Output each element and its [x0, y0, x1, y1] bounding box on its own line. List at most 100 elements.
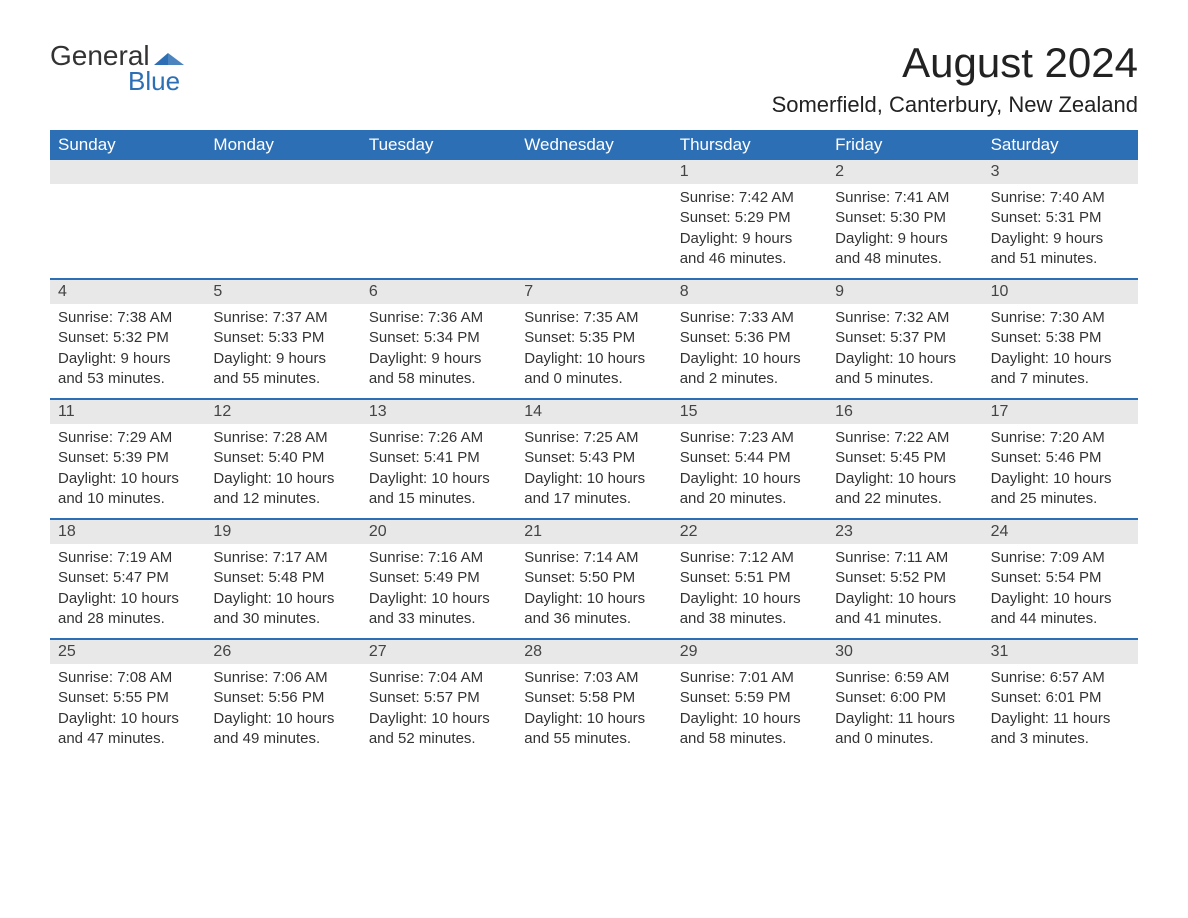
sunset-text: Sunset: 5:49 PM: [369, 568, 508, 588]
sunset-text: Sunset: 5:34 PM: [369, 328, 508, 348]
day-number: 7: [516, 280, 671, 304]
daylight-text-line1: Daylight: 10 hours: [680, 349, 819, 369]
day-cell: 22Sunrise: 7:12 AMSunset: 5:51 PMDayligh…: [672, 520, 827, 638]
daylight-text-line1: Daylight: 9 hours: [58, 349, 197, 369]
sunset-text: Sunset: 5:39 PM: [58, 448, 197, 468]
day-content: Sunrise: 7:28 AMSunset: 5:40 PMDaylight:…: [205, 424, 360, 509]
day-cell: 15Sunrise: 7:23 AMSunset: 5:44 PMDayligh…: [672, 400, 827, 518]
day-cell: 23Sunrise: 7:11 AMSunset: 5:52 PMDayligh…: [827, 520, 982, 638]
sunset-text: Sunset: 5:58 PM: [524, 688, 663, 708]
daylight-text-line1: Daylight: 9 hours: [369, 349, 508, 369]
daylight-text-line1: Daylight: 10 hours: [835, 349, 974, 369]
day-content: Sunrise: 6:59 AMSunset: 6:00 PMDaylight:…: [827, 664, 982, 749]
day-number: 5: [205, 280, 360, 304]
day-number: 13: [361, 400, 516, 424]
day-number: 11: [50, 400, 205, 424]
daylight-text-line1: Daylight: 10 hours: [835, 469, 974, 489]
sunrise-text: Sunrise: 6:59 AM: [835, 668, 974, 688]
daylight-text-line1: Daylight: 10 hours: [991, 469, 1130, 489]
daylight-text-line1: Daylight: 10 hours: [58, 469, 197, 489]
daylight-text-line2: and 36 minutes.: [524, 609, 663, 629]
sunrise-text: Sunrise: 6:57 AM: [991, 668, 1130, 688]
daylight-text-line1: Daylight: 10 hours: [524, 469, 663, 489]
daylight-text-line2: and 5 minutes.: [835, 369, 974, 389]
sunset-text: Sunset: 5:54 PM: [991, 568, 1130, 588]
day-content: Sunrise: 7:09 AMSunset: 5:54 PMDaylight:…: [983, 544, 1138, 629]
sunrise-text: Sunrise: 7:37 AM: [213, 308, 352, 328]
day-content: Sunrise: 7:23 AMSunset: 5:44 PMDaylight:…: [672, 424, 827, 509]
day-cell: 9Sunrise: 7:32 AMSunset: 5:37 PMDaylight…: [827, 280, 982, 398]
day-content: Sunrise: 7:42 AMSunset: 5:29 PMDaylight:…: [672, 184, 827, 269]
sunset-text: Sunset: 5:40 PM: [213, 448, 352, 468]
sunrise-text: Sunrise: 7:25 AM: [524, 428, 663, 448]
sunset-text: Sunset: 5:31 PM: [991, 208, 1130, 228]
title-block: August 2024 Somerfield, Canterbury, New …: [772, 40, 1138, 118]
day-number: 9: [827, 280, 982, 304]
day-number: 31: [983, 640, 1138, 664]
daylight-text-line2: and 58 minutes.: [369, 369, 508, 389]
day-content: Sunrise: 7:16 AMSunset: 5:49 PMDaylight:…: [361, 544, 516, 629]
sunrise-text: Sunrise: 7:36 AM: [369, 308, 508, 328]
weekday-header: Thursday: [672, 130, 827, 160]
weekday-header: Wednesday: [516, 130, 671, 160]
daylight-text-line2: and 22 minutes.: [835, 489, 974, 509]
day-content: Sunrise: 7:14 AMSunset: 5:50 PMDaylight:…: [516, 544, 671, 629]
day-cell: 21Sunrise: 7:14 AMSunset: 5:50 PMDayligh…: [516, 520, 671, 638]
day-content: Sunrise: 7:41 AMSunset: 5:30 PMDaylight:…: [827, 184, 982, 269]
day-number: 24: [983, 520, 1138, 544]
sunset-text: Sunset: 5:36 PM: [680, 328, 819, 348]
weekday-header-row: Sunday Monday Tuesday Wednesday Thursday…: [50, 130, 1138, 160]
daylight-text-line1: Daylight: 10 hours: [680, 589, 819, 609]
daylight-text-line2: and 0 minutes.: [835, 729, 974, 749]
day-cell: 12Sunrise: 7:28 AMSunset: 5:40 PMDayligh…: [205, 400, 360, 518]
day-cell: 14Sunrise: 7:25 AMSunset: 5:43 PMDayligh…: [516, 400, 671, 518]
calendar: Sunday Monday Tuesday Wednesday Thursday…: [50, 130, 1138, 758]
location-text: Somerfield, Canterbury, New Zealand: [772, 92, 1138, 118]
sunset-text: Sunset: 5:52 PM: [835, 568, 974, 588]
sunrise-text: Sunrise: 7:01 AM: [680, 668, 819, 688]
day-content: Sunrise: 7:33 AMSunset: 5:36 PMDaylight:…: [672, 304, 827, 389]
logo-text-blue: Blue: [128, 66, 180, 97]
sunset-text: Sunset: 6:01 PM: [991, 688, 1130, 708]
weekday-header: Tuesday: [361, 130, 516, 160]
day-cell: 6Sunrise: 7:36 AMSunset: 5:34 PMDaylight…: [361, 280, 516, 398]
day-content: Sunrise: 7:30 AMSunset: 5:38 PMDaylight:…: [983, 304, 1138, 389]
daylight-text-line2: and 28 minutes.: [58, 609, 197, 629]
day-content: Sunrise: 7:17 AMSunset: 5:48 PMDaylight:…: [205, 544, 360, 629]
day-cell: 13Sunrise: 7:26 AMSunset: 5:41 PMDayligh…: [361, 400, 516, 518]
daylight-text-line2: and 49 minutes.: [213, 729, 352, 749]
sunrise-text: Sunrise: 7:26 AM: [369, 428, 508, 448]
sunrise-text: Sunrise: 7:14 AM: [524, 548, 663, 568]
sunset-text: Sunset: 5:59 PM: [680, 688, 819, 708]
empty-day-bar: [50, 160, 205, 184]
day-number: 4: [50, 280, 205, 304]
daylight-text-line2: and 46 minutes.: [680, 249, 819, 269]
day-number: 8: [672, 280, 827, 304]
sunrise-text: Sunrise: 7:04 AM: [369, 668, 508, 688]
daylight-text-line1: Daylight: 10 hours: [58, 589, 197, 609]
sunset-text: Sunset: 5:41 PM: [369, 448, 508, 468]
daylight-text-line2: and 12 minutes.: [213, 489, 352, 509]
sunset-text: Sunset: 5:30 PM: [835, 208, 974, 228]
sunrise-text: Sunrise: 7:40 AM: [991, 188, 1130, 208]
day-cell: 7Sunrise: 7:35 AMSunset: 5:35 PMDaylight…: [516, 280, 671, 398]
day-number: 29: [672, 640, 827, 664]
sunrise-text: Sunrise: 7:42 AM: [680, 188, 819, 208]
day-number: 28: [516, 640, 671, 664]
daylight-text-line2: and 17 minutes.: [524, 489, 663, 509]
daylight-text-line1: Daylight: 11 hours: [991, 709, 1130, 729]
day-content: Sunrise: 7:25 AMSunset: 5:43 PMDaylight:…: [516, 424, 671, 509]
day-number: 22: [672, 520, 827, 544]
day-number: 15: [672, 400, 827, 424]
empty-day-bar: [516, 160, 671, 184]
sunset-text: Sunset: 6:00 PM: [835, 688, 974, 708]
day-cell: 28Sunrise: 7:03 AMSunset: 5:58 PMDayligh…: [516, 640, 671, 758]
day-content: Sunrise: 7:35 AMSunset: 5:35 PMDaylight:…: [516, 304, 671, 389]
day-content: Sunrise: 7:36 AMSunset: 5:34 PMDaylight:…: [361, 304, 516, 389]
empty-day-bar: [361, 160, 516, 184]
sunset-text: Sunset: 5:45 PM: [835, 448, 974, 468]
sunrise-text: Sunrise: 7:32 AM: [835, 308, 974, 328]
day-cell: 4Sunrise: 7:38 AMSunset: 5:32 PMDaylight…: [50, 280, 205, 398]
week-row: 18Sunrise: 7:19 AMSunset: 5:47 PMDayligh…: [50, 518, 1138, 638]
sunrise-text: Sunrise: 7:30 AM: [991, 308, 1130, 328]
